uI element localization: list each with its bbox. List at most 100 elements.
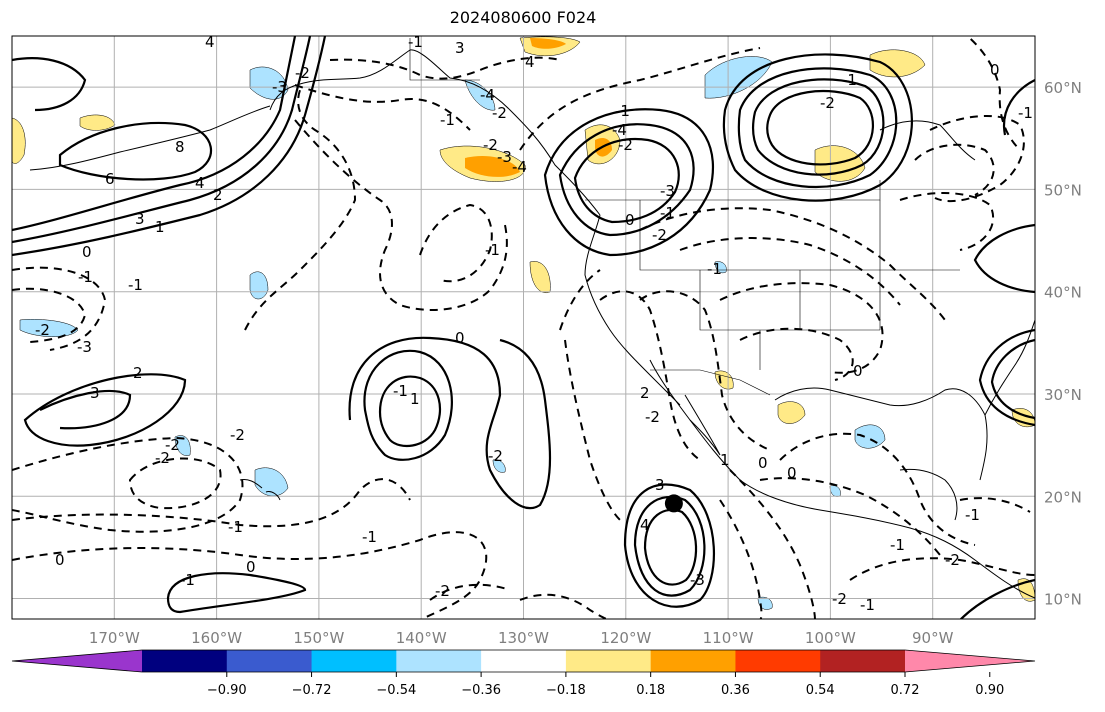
contour-value-label: -3 [77,338,92,356]
lon-tick-label: 130°W [498,629,549,647]
contour-value-label: -2 [295,64,310,82]
contour-line [633,495,706,597]
contour-value-label: 0 [55,551,65,569]
contour-value-label: -2 [435,582,450,600]
contour-line [329,56,561,80]
shade-patch [869,49,926,78]
contour-value-label: 4 [195,174,205,192]
contour-value-label: -2 [832,590,847,608]
shade-patch [249,271,269,300]
contour-value-label: -2 [165,436,180,454]
storm-center-marker [664,494,683,513]
contour-value-label: -2 [483,136,498,154]
contour-line [849,557,1035,581]
contour-value-label: 3 [90,384,100,402]
contour-value-label: 1 [410,390,420,408]
contour-line [737,67,898,189]
coastline-aleutians [29,105,271,171]
colorbar-segment [226,650,313,672]
colorbar-tick-label: −0.90 [207,683,247,698]
lat-tick-label: 20°N [1044,488,1082,506]
contour-value-label: 6 [105,170,115,188]
contour-line [419,203,493,283]
shade-patch [174,435,191,456]
contour-line [914,143,995,196]
contour-value-label: -1 [842,71,857,89]
contour-value-label: 2 [133,364,143,382]
contour-line [244,89,357,331]
shade-patch [530,38,566,49]
contour-value-label: 2 [640,384,650,402]
contours-negative [12,36,1035,619]
contour-value-label: -1 [408,33,423,51]
contour-line [39,389,132,430]
map-title: 2024080600 F024 [449,8,597,27]
contour-line [639,207,946,321]
contours-positive [12,36,1035,619]
shade-patch [254,467,289,497]
shade-patch [12,117,26,164]
contour-line [12,531,488,619]
shade-patch [492,459,506,473]
contour-line [559,269,621,521]
contour-value-label: 0 [853,362,863,380]
contour-line [965,36,1021,151]
shade-patch [19,319,79,337]
contour-value-label: -1 [965,506,980,524]
border-us-canada [585,180,881,201]
border-us-mexico [650,369,771,396]
contour-line [599,290,701,461]
contour-line [899,192,995,251]
contour-line [363,349,453,461]
lon-tick-label: 140°W [396,629,447,647]
contour-value-label: 4 [205,33,215,51]
colorbar-tick-label: −0.18 [546,683,586,698]
colorbar-extend-max [905,650,1035,672]
lon-tick-label: 170°W [89,629,140,647]
coastline-yucatan [899,468,958,521]
contour-value-label: -3 [272,78,287,96]
contour-line [973,223,1035,294]
contour-value-label: -2 [618,136,633,154]
plot-frame [11,35,1036,620]
contour-value-label: -1 [860,596,875,614]
contour-value-label: -1 [440,111,455,129]
shade-patch [529,261,551,294]
lon-tick-label: 150°W [293,629,344,647]
contour-line [623,483,715,608]
shade-patch [249,66,289,100]
contour-value-label: 3 [455,39,465,57]
colorbar: −0.90 −0.72 −0.54 −0.36 −0.18 0.18 0.36 0.54 0.7… [11,649,1036,698]
contour-value-label: -2 [155,449,170,467]
contour-line [751,78,885,176]
contour-value-label: 1 [155,218,165,236]
contour-value-label: -2 [230,426,245,444]
contour-line [294,84,471,131]
contour-line [378,375,442,448]
colorbar-tick-label: 0.36 [721,683,750,698]
contour-value-label: 0 [990,61,1000,79]
colorbar-tick-label: 0.90 [975,683,1004,698]
contour-value-label: -1 [78,268,93,286]
colorbar-tick-label: −0.36 [461,683,501,698]
contour-line [166,572,307,614]
contour-value-label: -1 [615,102,630,120]
contour-value-label: 4 [640,516,650,534]
contour-line [729,469,816,619]
contour-line [739,327,854,381]
colorbar-segment [396,650,482,672]
latitude-tick-labels: 60°N 50°N 40°N 30°N 20°N 10°N [1044,79,1082,608]
coastline-gulf [774,387,988,481]
colorbar-segment [565,650,652,672]
contour-line [12,478,411,528]
contour-value-label: -4 [480,86,495,104]
colorbar-outline [11,649,1036,673]
contour-value-label: -1 [485,241,500,259]
contour-line [978,328,1035,427]
contour-line [519,593,611,619]
contour-value-label: 4 [525,53,535,71]
contour-line [23,373,187,447]
contour-labels: 4 34-1-2-3 -4-2-1-2-3-486 43210-1-2-3-1-20-… [35,33,1033,614]
contour-value-label: -1 [393,382,408,400]
lon-tick-label: 120°W [600,629,651,647]
